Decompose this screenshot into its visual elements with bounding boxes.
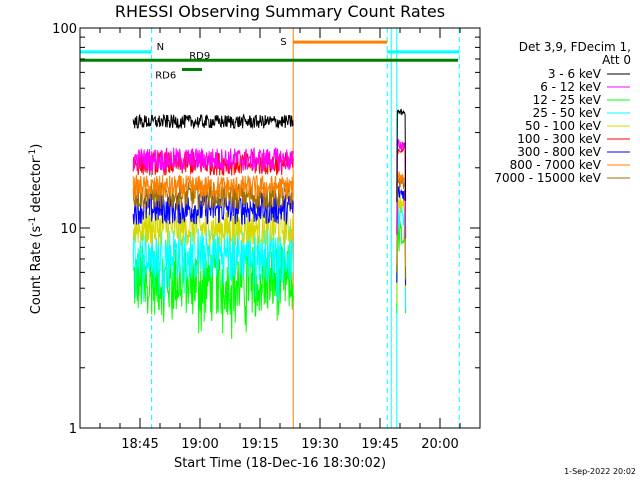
x-tick-label-4: 19:45 bbox=[361, 437, 398, 452]
x-tick-label-0: 18:45 bbox=[121, 437, 158, 452]
flag-rd6-label: RD6 bbox=[155, 71, 176, 82]
x-tick-label-3: 19:30 bbox=[301, 437, 338, 452]
flag-s-label: S bbox=[280, 37, 286, 48]
series-7-segment-2 bbox=[396, 170, 407, 268]
y-axis-label-end: ) bbox=[29, 144, 44, 149]
legend-label-7: 800 - 7000 keV bbox=[510, 158, 602, 172]
legend-header-line2: Att 0 bbox=[602, 53, 631, 67]
flag-bars: N S RD9 RD6 bbox=[80, 37, 460, 82]
series-0-segment-1 bbox=[132, 113, 294, 130]
y-axis-label-sup2: -1 bbox=[28, 149, 38, 158]
x-axis-label: Start Time (18-Dec-16 18:30:02) bbox=[174, 456, 386, 471]
legend-label-4: 50 - 100 keV bbox=[525, 119, 602, 133]
series-8-segment-1 bbox=[132, 181, 294, 212]
y-axis-label: Count Rate (s-1 detector-1) bbox=[28, 144, 44, 315]
series-3-segment-2 bbox=[396, 204, 407, 310]
y-tick-label-0: 1 bbox=[69, 422, 77, 437]
flag-n-label: N bbox=[157, 42, 164, 53]
legend-label-2: 12 - 25 keV bbox=[533, 93, 602, 107]
y-axis-ticks: 1 10 100 bbox=[52, 22, 480, 437]
series-5-segment-2 bbox=[396, 142, 407, 239]
x-axis-ticks: 18:45 19:00 19:15 19:30 19:45 20:00 bbox=[99, 28, 461, 452]
legend-label-0: 3 - 6 keV bbox=[548, 67, 602, 81]
legend-label-3: 25 - 50 keV bbox=[533, 106, 602, 120]
flag-rd9-label: RD9 bbox=[189, 51, 210, 62]
series-4-segment-2 bbox=[396, 196, 407, 304]
series-0-segment-2 bbox=[396, 108, 407, 203]
series-6-segment-1 bbox=[132, 192, 294, 226]
series-1-segment-1 bbox=[132, 147, 294, 172]
x-tick-label-5: 20:00 bbox=[421, 437, 458, 452]
series-7-segment-1 bbox=[132, 174, 294, 200]
legend-label-5: 100 - 300 keV bbox=[517, 132, 601, 146]
chart-title: RHESSI Observing Summary Count Rates bbox=[115, 2, 445, 21]
series-2-segment-2 bbox=[396, 221, 407, 314]
series-1-segment-2 bbox=[396, 138, 407, 239]
legend-label-1: 6 - 12 keV bbox=[540, 80, 602, 94]
legend-label-6: 300 - 800 keV bbox=[517, 145, 601, 159]
series-5-segment-1 bbox=[132, 151, 294, 176]
y-axis-label-mid: detector bbox=[29, 157, 44, 217]
series-6-segment-2 bbox=[396, 185, 407, 286]
y-tick-label-2: 100 bbox=[52, 22, 77, 37]
legend-label-8: 7000 - 15000 keV bbox=[494, 171, 601, 185]
series-4-segment-1 bbox=[132, 209, 294, 247]
series-group bbox=[132, 108, 407, 339]
y-axis-label-sup1: -1 bbox=[28, 217, 38, 226]
timestamp: 1-Sep-2022 20:02 bbox=[564, 467, 636, 476]
legend-header-line1: Det 3,9, FDecim 1, bbox=[519, 40, 631, 54]
y-axis-label-main: Count Rate (s bbox=[29, 226, 44, 315]
y-tick-label-1: 10 bbox=[60, 222, 77, 237]
x-tick-label-2: 19:15 bbox=[241, 437, 278, 452]
x-tick-label-1: 19:00 bbox=[181, 437, 218, 452]
